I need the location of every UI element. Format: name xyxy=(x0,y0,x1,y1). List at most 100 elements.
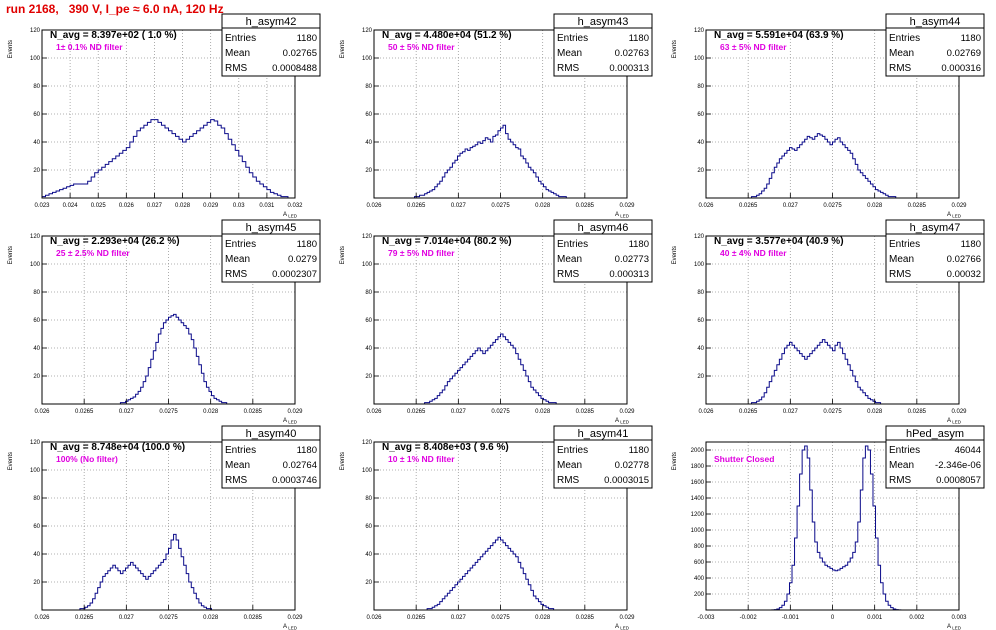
filter-annotation: 50 ± 5% ND filter xyxy=(388,42,455,52)
y-tick-label: 400 xyxy=(694,576,705,582)
stats-label: RMS xyxy=(557,63,580,74)
x-tick-label: 0.028 xyxy=(535,409,551,415)
y-axis-title: Events xyxy=(340,246,346,264)
x-tick-label: 0.003 xyxy=(951,615,967,621)
stats-value: 1180 xyxy=(297,445,317,456)
x-tick-label: 0.026 xyxy=(366,615,382,621)
navg-label: N_avg = 8.748e+04 (100.0 %) xyxy=(50,442,185,453)
y-tick-label: 120 xyxy=(30,234,41,240)
y-tick-label: 100 xyxy=(30,56,41,62)
x-tick-label: -0.002 xyxy=(740,615,758,621)
y-tick-label: 100 xyxy=(362,56,373,62)
y-tick-label: 20 xyxy=(33,580,40,586)
x-tick-label: 0.028 xyxy=(867,203,883,209)
stats-label: Mean xyxy=(225,460,250,471)
stats-label: RMS xyxy=(557,475,580,486)
y-tick-label: 40 xyxy=(365,552,372,558)
y-tick-label: 20 xyxy=(365,580,372,586)
stats-box-title: h_asym46 xyxy=(578,222,629,234)
stats-value: 0.0003015 xyxy=(604,475,649,486)
y-tick-label: 60 xyxy=(33,524,40,530)
x-tick-label: 0.0275 xyxy=(159,615,178,621)
y-tick-label: 120 xyxy=(694,28,705,34)
stats-box-title: h_asym44 xyxy=(910,16,961,28)
x-tick-label: 0.0275 xyxy=(159,409,178,415)
x-tick-label: 0.027 xyxy=(147,203,163,209)
stats-value: 46044 xyxy=(955,445,981,456)
y-tick-label: 100 xyxy=(30,468,41,474)
y-tick-label: 60 xyxy=(365,112,372,118)
x-tick-label: 0.0275 xyxy=(823,409,842,415)
y-tick-label: 80 xyxy=(697,84,704,90)
y-tick-label: 2000 xyxy=(691,448,705,454)
stats-value: 1180 xyxy=(297,33,317,44)
y-tick-label: 1000 xyxy=(691,528,705,534)
x-tick-label: 0.0275 xyxy=(491,615,510,621)
x-tick-label: 0.0285 xyxy=(908,409,927,415)
stats-label: Mean xyxy=(557,48,582,59)
y-tick-label: 20 xyxy=(697,168,704,174)
x-tick-label: 0.031 xyxy=(259,203,275,209)
x-axis-title: A LED xyxy=(283,624,298,630)
x-tick-label: 0.027 xyxy=(119,409,135,415)
stats-value: 1180 xyxy=(629,239,649,250)
x-tick-label: 0.027 xyxy=(783,409,799,415)
y-tick-label: 100 xyxy=(362,468,373,474)
x-tick-label: 0.023 xyxy=(34,203,50,209)
y-tick-label: 80 xyxy=(697,290,704,296)
y-tick-label: 40 xyxy=(33,552,40,558)
stats-label: Entries xyxy=(889,445,920,456)
x-tick-label: 0.0275 xyxy=(491,409,510,415)
filter-annotation: 1± 0.1% ND filter xyxy=(56,42,123,52)
x-tick-label: 0.002 xyxy=(909,615,925,621)
stats-label: Entries xyxy=(557,445,588,456)
navg-label: N_avg = 7.014e+04 (80.2 %) xyxy=(382,236,512,247)
stats-label: RMS xyxy=(225,269,248,280)
x-tick-label: 0.0265 xyxy=(75,409,94,415)
y-tick-label: 40 xyxy=(697,140,704,146)
stats-label: Entries xyxy=(225,33,256,44)
x-tick-label: 0 xyxy=(831,615,835,621)
stats-label: Entries xyxy=(557,239,588,250)
stats-label: Entries xyxy=(889,239,920,250)
y-tick-label: 60 xyxy=(697,112,704,118)
y-axis-title: Events xyxy=(672,40,678,58)
x-tick-label: 0.027 xyxy=(451,615,467,621)
stats-value: 0.02764 xyxy=(283,460,317,471)
y-tick-label: 20 xyxy=(33,168,40,174)
histogram-series xyxy=(374,537,627,610)
y-tick-label: 60 xyxy=(33,318,40,324)
y-tick-label: 40 xyxy=(697,346,704,352)
x-tick-label: -0.001 xyxy=(782,615,800,621)
stats-label: Mean xyxy=(225,48,250,59)
stats-box-title: h_asym42 xyxy=(246,16,297,28)
y-tick-label: 100 xyxy=(694,56,705,62)
x-axis-title: A LED xyxy=(615,624,630,630)
navg-label: N_avg = 4.480e+04 (51.2 %) xyxy=(382,30,512,41)
y-tick-label: 80 xyxy=(365,290,372,296)
y-tick-label: 60 xyxy=(697,318,704,324)
x-tick-label: 0.0265 xyxy=(739,409,758,415)
y-tick-label: 1600 xyxy=(691,480,705,486)
x-tick-label: 0.029 xyxy=(287,615,303,621)
x-tick-label: 0.028 xyxy=(867,409,883,415)
stats-value: 0.02763 xyxy=(615,48,649,59)
navg-label: N_avg = 3.577e+04 (40.9 %) xyxy=(714,236,844,247)
x-tick-label: 0.0285 xyxy=(244,615,263,621)
stats-value: 1180 xyxy=(961,33,981,44)
stats-label: Entries xyxy=(225,239,256,250)
y-axis-title: Events xyxy=(8,40,14,58)
stats-value: 0.02769 xyxy=(947,48,981,59)
y-tick-label: 600 xyxy=(694,560,705,566)
x-tick-label: 0.029 xyxy=(203,203,219,209)
x-tick-label: 0.027 xyxy=(783,203,799,209)
